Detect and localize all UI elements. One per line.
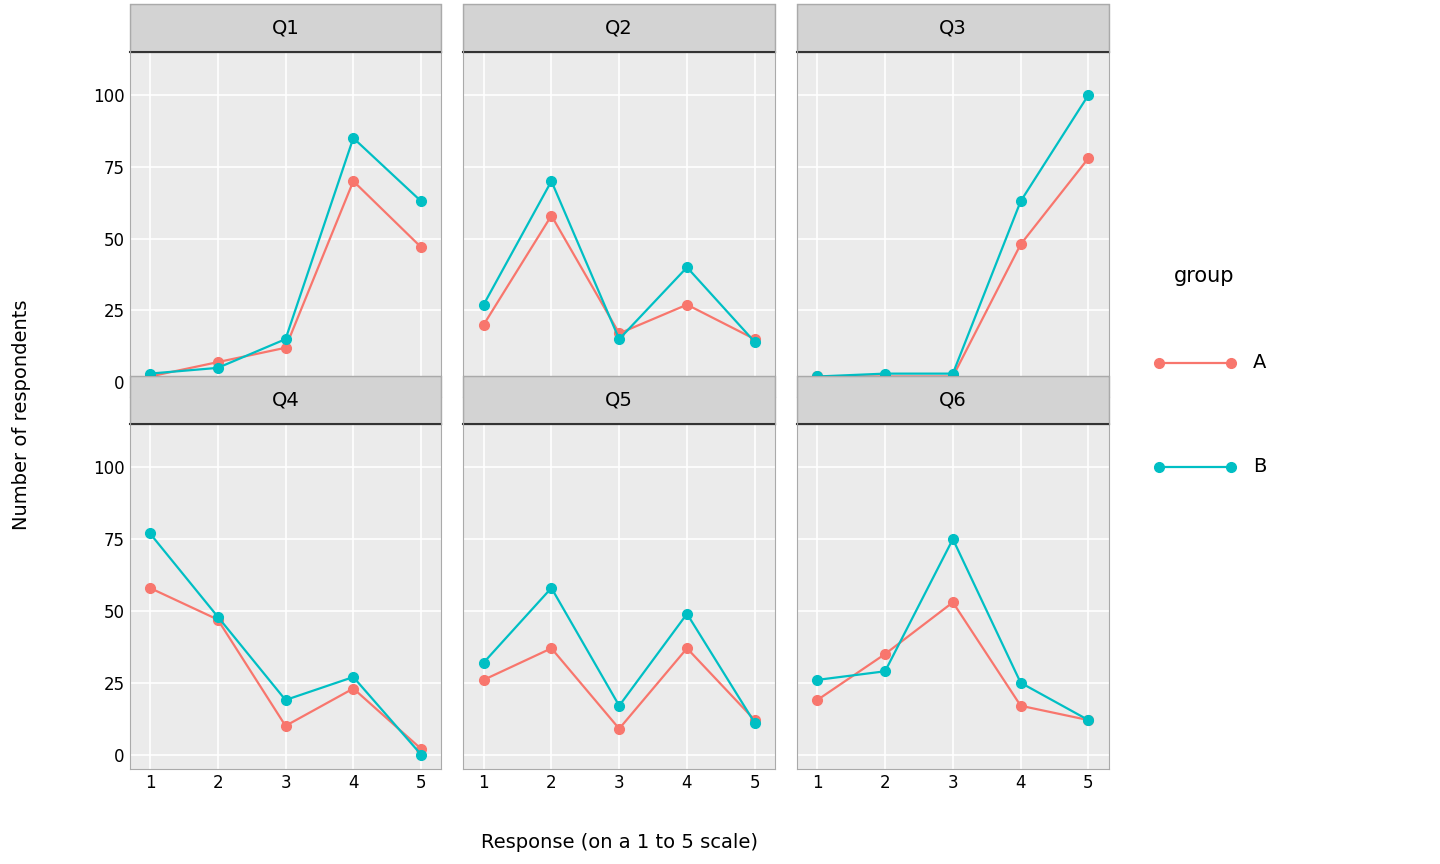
Text: Number of respondents: Number of respondents bbox=[12, 300, 32, 530]
Text: Response (on a 1 to 5 scale): Response (on a 1 to 5 scale) bbox=[481, 833, 757, 852]
Text: Q3: Q3 bbox=[939, 18, 966, 37]
Text: Q5: Q5 bbox=[605, 391, 634, 410]
Text: group: group bbox=[1174, 266, 1234, 287]
Text: A: A bbox=[1253, 353, 1266, 372]
Text: B: B bbox=[1253, 457, 1266, 476]
Text: Q6: Q6 bbox=[939, 391, 966, 410]
Text: Q4: Q4 bbox=[272, 391, 300, 410]
Text: Q1: Q1 bbox=[272, 18, 300, 37]
Text: Q2: Q2 bbox=[605, 18, 634, 37]
